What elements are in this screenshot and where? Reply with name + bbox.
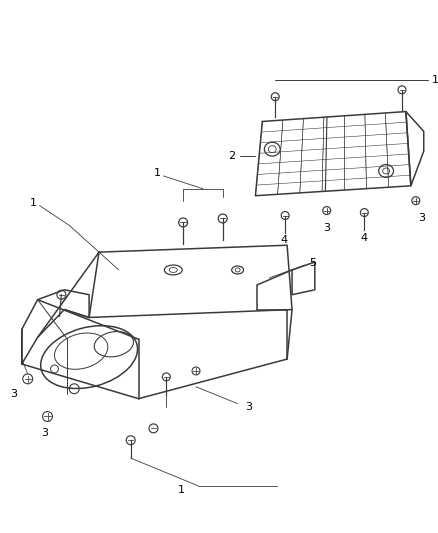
- Text: 1: 1: [432, 75, 438, 85]
- Text: 3: 3: [41, 429, 48, 438]
- Text: 5: 5: [309, 258, 316, 268]
- Text: 4: 4: [281, 235, 288, 245]
- Text: 3: 3: [246, 401, 253, 411]
- Text: 3: 3: [323, 223, 330, 233]
- Text: 3: 3: [10, 389, 17, 399]
- Text: 1: 1: [30, 198, 37, 208]
- Text: 1: 1: [178, 484, 185, 495]
- Text: 4: 4: [361, 233, 368, 243]
- Text: 3: 3: [418, 214, 425, 223]
- Text: 1: 1: [153, 168, 160, 178]
- Text: 2: 2: [229, 151, 236, 161]
